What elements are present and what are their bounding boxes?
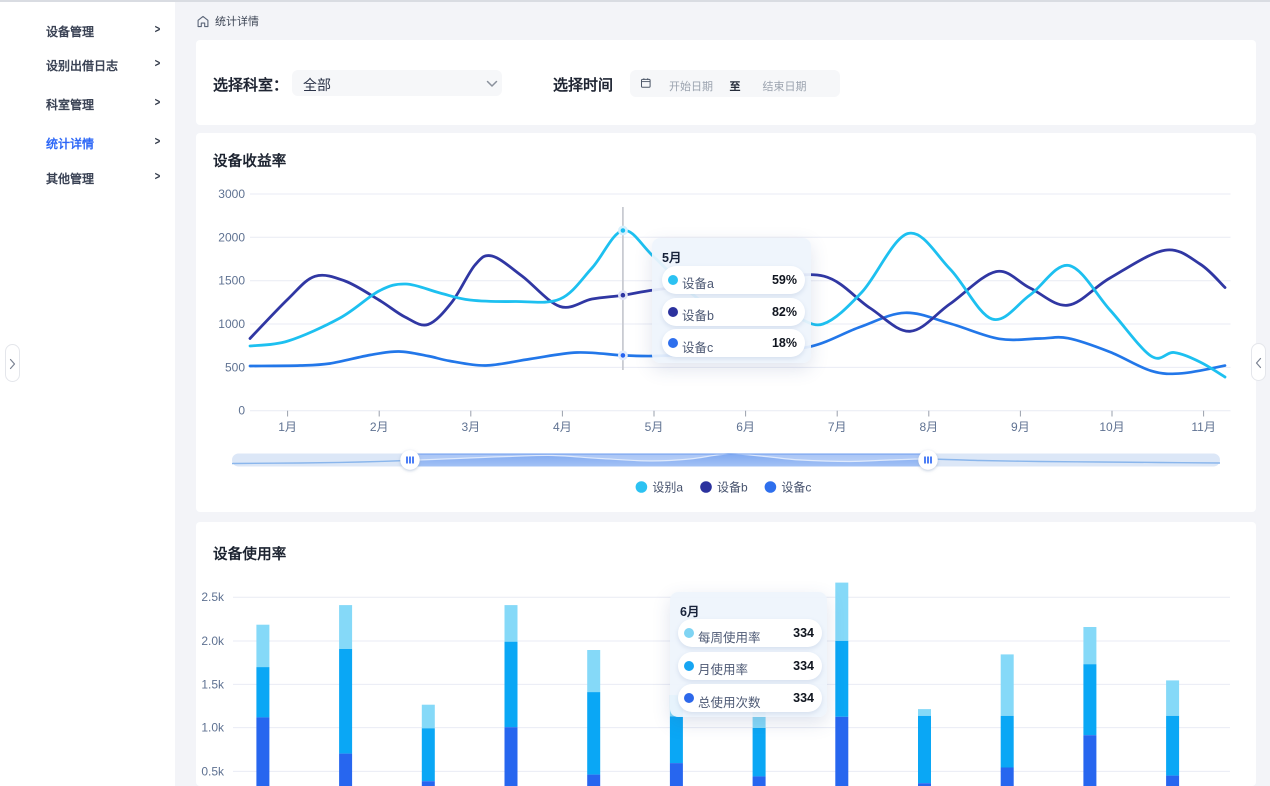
svg-text:1.0k: 1.0k [201, 721, 225, 735]
svg-text:2.5k: 2.5k [201, 590, 225, 604]
svg-text:11月: 11月 [1191, 420, 1215, 434]
svg-text:设备b: 设备b [717, 481, 748, 495]
svg-text:2月: 2月 [370, 420, 389, 434]
svg-text:4月: 4月 [553, 420, 572, 434]
svg-text:1000: 1000 [218, 317, 245, 331]
svg-text:7月: 7月 [828, 420, 847, 434]
svg-text:1500: 1500 [218, 274, 245, 288]
svg-text:10月: 10月 [1099, 420, 1124, 434]
svg-text:0.5k: 0.5k [201, 764, 225, 778]
svg-text:5月: 5月 [645, 420, 664, 434]
svg-text:3月: 3月 [461, 420, 480, 434]
svg-text:1.5k: 1.5k [201, 677, 225, 691]
svg-text:设别a: 设别a [652, 481, 683, 495]
svg-text:1月: 1月 [278, 420, 297, 434]
svg-text:2.0k: 2.0k [201, 634, 225, 648]
svg-text:3000: 3000 [218, 187, 245, 201]
svg-text:设备c: 设备c [781, 481, 811, 495]
svg-text:0: 0 [238, 404, 245, 418]
svg-text:8月: 8月 [919, 420, 938, 434]
svg-text:500: 500 [225, 360, 245, 374]
svg-text:9月: 9月 [1011, 420, 1030, 434]
svg-text:2000: 2000 [218, 230, 245, 244]
svg-text:6月: 6月 [736, 420, 755, 434]
